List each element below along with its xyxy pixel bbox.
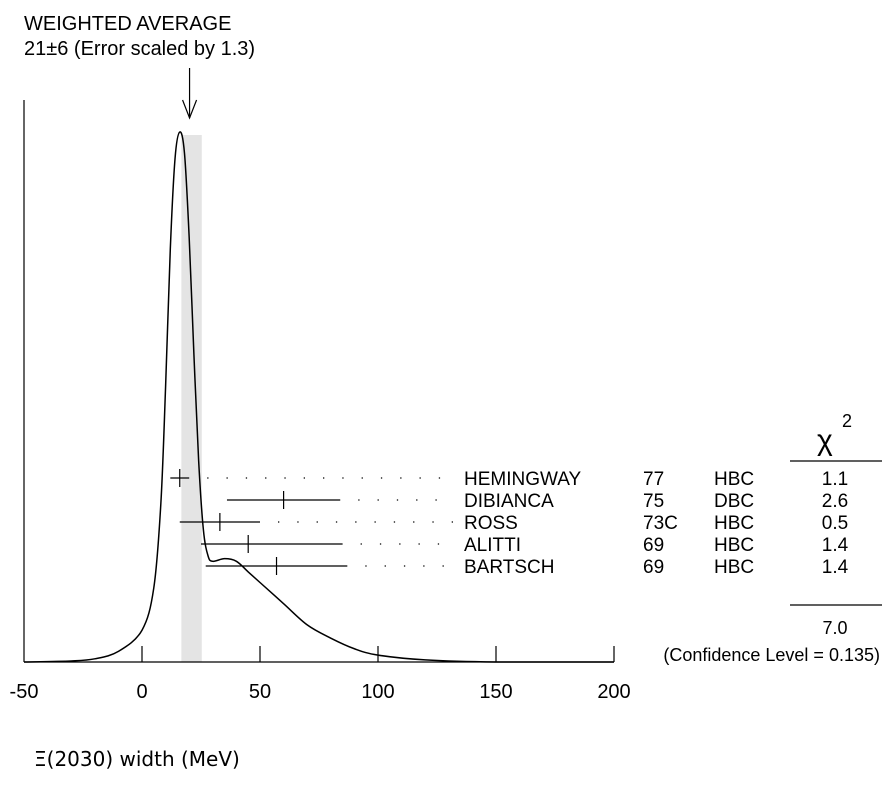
measurement-technique: HBC [714,513,754,534]
x-axis-ticks: -50 0 50 100 150 200 [10,646,631,703]
measurement-chi2: 1.1 [822,469,848,490]
measurement-year: 69 [643,535,664,556]
measurement-row: ALITTI 69 HBC 1.4 [201,535,849,556]
measurement-author: DIBIANCA [464,491,554,512]
measurements-group: HEMINGWAY 77 HBC 1.1 DIBIANCA 75 DBC 2.6 ROSS 73C… [170,469,849,578]
chart-title-line1: WEIGHTED AVERAGE [24,13,231,35]
confidence-level: (Confidence Level = 0.135) [663,645,880,665]
measurement-technique: HBC [714,557,754,578]
measurement-author: HEMINGWAY [464,469,581,490]
measurement-technique: DBC [714,491,754,512]
measurement-chi2: 1.4 [822,535,849,556]
measurement-year: 75 [643,491,664,512]
x-tick-label: 50 [249,681,271,703]
measurement-chi2: 1.4 [822,557,849,578]
x-tick-label: 100 [361,681,394,703]
x-tick-label: 150 [479,681,512,703]
x-tick-label: 0 [136,681,147,703]
measurement-row: ROSS 73C HBC 0.5 [179,513,848,534]
measurement-author: BARTSCH [464,557,554,578]
x-tick-label: -50 [10,681,39,703]
x-axis-label: Ξ(2030) width (MeV) [34,747,240,771]
measurement-technique: HBC [714,535,754,556]
measurement-author: ROSS [464,513,518,534]
chart-title-line2: 21±6 (Error scaled by 1.3) [24,38,255,60]
measurement-author: ALITTI [464,535,521,556]
measurement-year: 69 [643,557,664,578]
weighted-average-arrow [182,68,198,120]
x-tick-label: 200 [597,681,630,703]
measurement-technique: HBC [714,469,754,490]
ideogram-curve [23,131,614,663]
measurement-row: HEMINGWAY 77 HBC 1.1 [170,469,848,490]
measurement-row: DIBIANCA 75 DBC 2.6 [226,491,848,512]
measurement-year: 77 [643,469,664,490]
measurement-chi2: 0.5 [822,513,848,534]
measurement-chi2: 2.6 [822,491,848,512]
measurement-year: 73C [643,513,678,534]
measurement-row: BARTSCH 69 HBC 1.4 [205,557,849,578]
chi2-header: χ [817,424,833,457]
chi2-total: 7.0 [822,618,847,638]
chi2-superscript: 2 [842,411,852,431]
weighted-average-band [181,135,202,662]
